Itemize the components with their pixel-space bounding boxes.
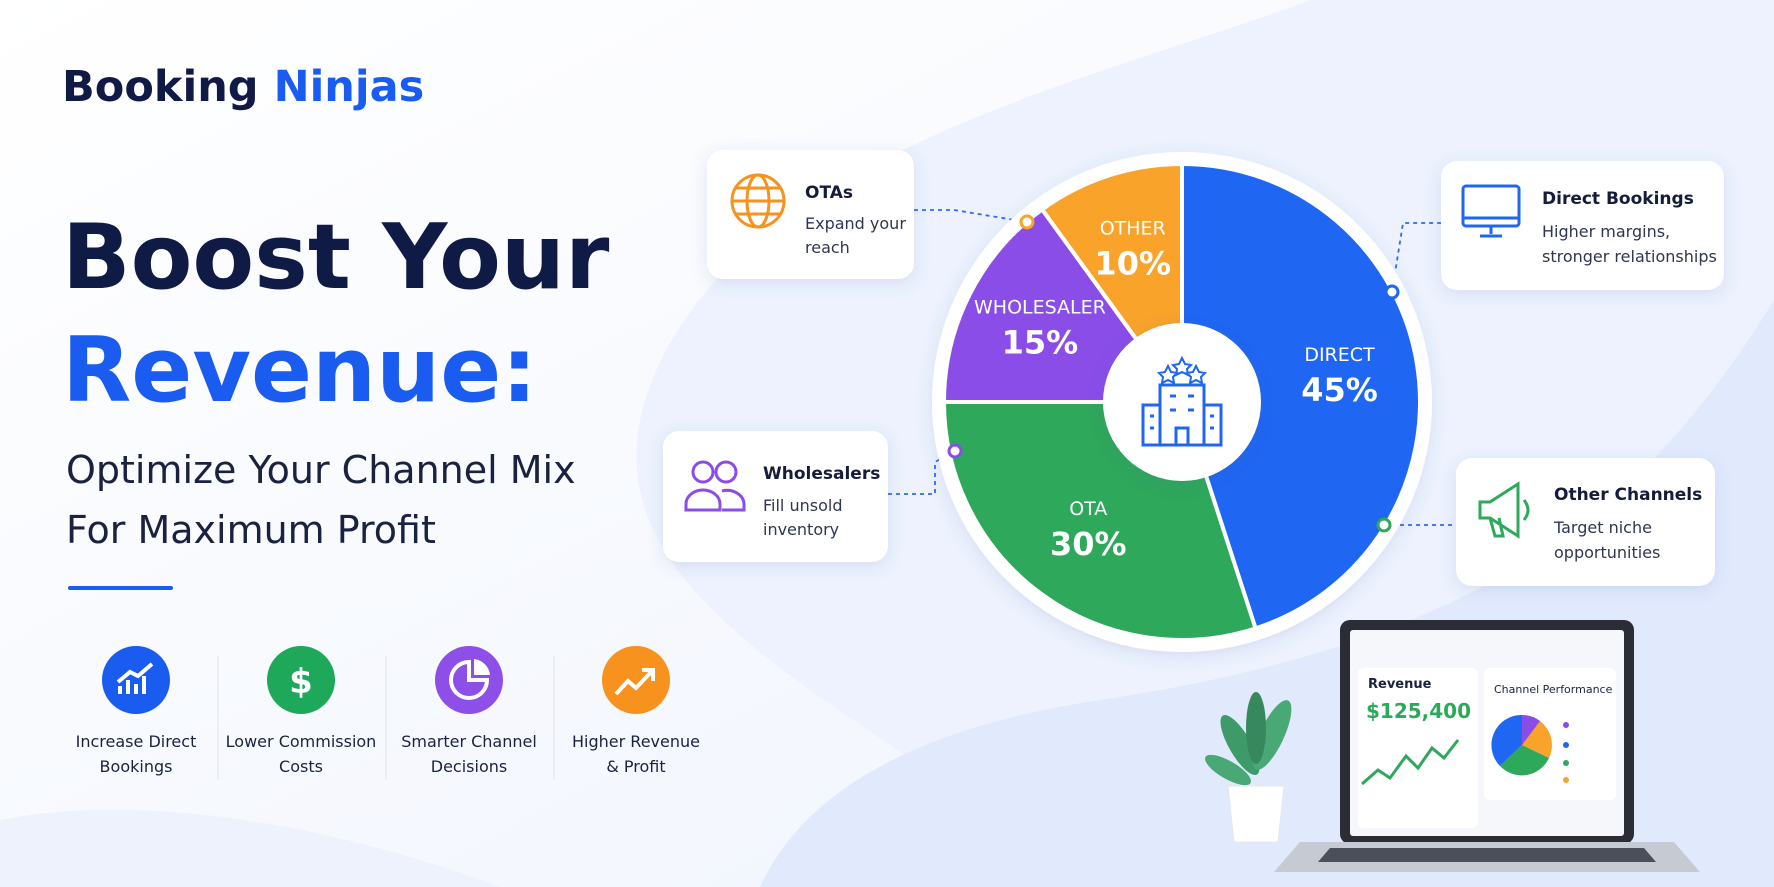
callout-title: Wholesalers: [763, 464, 880, 484]
callout-text: stronger relationships: [1542, 247, 1717, 266]
connector-dot: [1019, 214, 1035, 230]
callout: Other Channels Target niche opportunitie…: [1456, 458, 1715, 586]
callout-text: Expand your: [805, 214, 906, 233]
callout-card: [1456, 458, 1715, 586]
callout-text: Target niche: [1553, 518, 1652, 537]
callout: Direct Bookings Higher margins, stronger…: [1441, 161, 1724, 290]
subheadline: Optimize Your Channel Mix: [66, 448, 576, 492]
benefit-icon: [267, 646, 335, 714]
benefits: $ Increase Direct Bookings Lower Commiss…: [76, 646, 700, 780]
brand-first: Booking: [62, 62, 259, 112]
benefit-label: Lower Commission: [226, 732, 377, 751]
globe-icon: [730, 173, 786, 229]
benefit-label: Higher Revenue: [572, 732, 700, 751]
monitor-icon: [1461, 184, 1521, 238]
revenue-label: Revenue: [1368, 677, 1432, 692]
benefit-icon: [602, 646, 670, 714]
headline: Revenue:: [62, 318, 537, 423]
callout-title: OTAs: [805, 183, 853, 203]
plant: [1205, 692, 1292, 843]
panel-title: Channel Performance: [1494, 683, 1613, 696]
connector-dot: [1376, 517, 1392, 533]
divider: [68, 586, 173, 590]
benefit-icon: [102, 646, 170, 714]
mini-pie: [1491, 714, 1569, 783]
brand-second: Ninjas: [274, 62, 425, 112]
callout-card: [707, 150, 914, 279]
laptop: Revenue $125,400 Channel Performance: [1274, 620, 1700, 872]
slice-value: 45%: [1301, 371, 1378, 409]
dollar-icon: $: [289, 662, 313, 702]
revenue-line: [1361, 739, 1460, 786]
callout: Wholesalers Fill unsold inventory: [663, 431, 888, 562]
callout-text: Fill unsold: [763, 496, 842, 515]
pie-icon: [474, 659, 490, 675]
pie-center: [1103, 323, 1261, 481]
chart-icon: [116, 662, 154, 694]
connector: [914, 209, 1028, 223]
callout-text: opportunities: [1554, 543, 1660, 562]
callout-card: [1441, 161, 1724, 290]
keyboard: [1318, 848, 1656, 862]
benefit-label: Increase Direct: [76, 732, 197, 751]
slice-value: 30%: [1050, 525, 1127, 563]
callout-text: inventory: [763, 520, 839, 539]
pie-icon: [449, 659, 490, 700]
background-wave: [0, 809, 500, 887]
people-icon: [684, 460, 746, 512]
connector-dot: [947, 443, 963, 459]
callout: OTAs Expand your reach: [707, 150, 914, 279]
slice-category: WHOLESALER: [974, 297, 1106, 319]
megaphone-icon: [1478, 481, 1530, 539]
callout-text: reach: [805, 238, 850, 257]
subheadline: For Maximum Profit: [66, 508, 436, 552]
hotel-icon: [1141, 355, 1223, 447]
benefit-label: Costs: [279, 757, 323, 776]
callout-title: Other Channels: [1554, 485, 1702, 505]
pie-slice: [1180, 161, 1422, 631]
trend-icon: [614, 668, 655, 696]
benefit-label: Bookings: [100, 757, 173, 776]
slice-category: OTHER: [1100, 217, 1166, 239]
benefit-label: Decisions: [431, 757, 507, 776]
callout-title: Direct Bookings: [1542, 189, 1694, 209]
benefit-label: & Profit: [606, 757, 665, 776]
headline: Boost Your: [62, 205, 610, 310]
slice-value: 10%: [1094, 244, 1171, 282]
connector-dot: [1384, 284, 1400, 300]
revenue-card: [1358, 668, 1478, 828]
revenue-value: $125,400: [1366, 699, 1471, 723]
slice-category: OTA: [1069, 498, 1107, 520]
brand: Booking Ninjas: [62, 62, 424, 112]
benefit-label: Smarter Channel: [401, 732, 537, 751]
slice-value: 15%: [1002, 324, 1079, 362]
callout-text: Higher margins,: [1542, 222, 1670, 241]
slice-category: DIRECT: [1304, 344, 1375, 366]
